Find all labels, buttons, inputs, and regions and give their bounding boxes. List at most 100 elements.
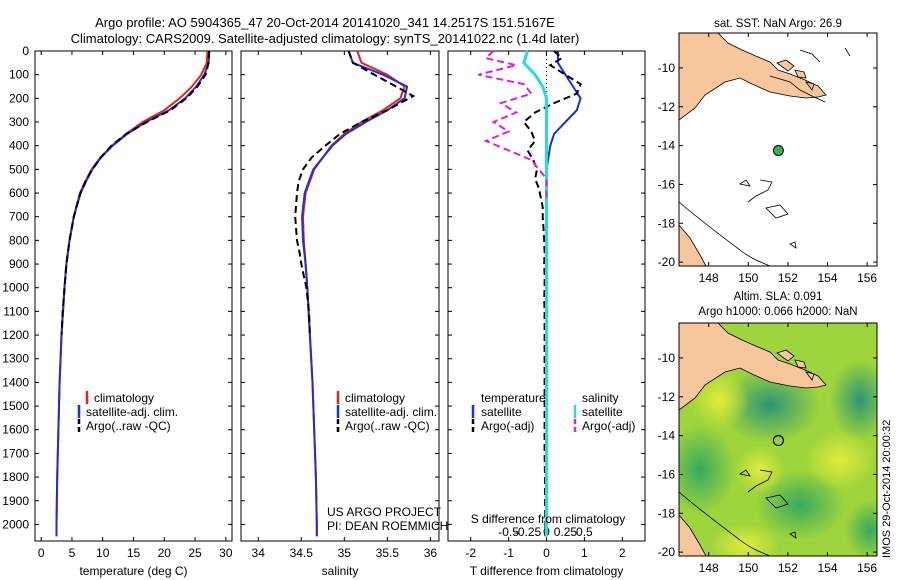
- plot-frame: [240, 50, 440, 542]
- x-tick-label: 10: [96, 546, 110, 560]
- project-label: US ARGO PROJECT: [327, 505, 442, 519]
- y-tick-label: 400: [9, 139, 29, 153]
- x-tick-label: 1: [581, 546, 588, 560]
- y-tick-label: 0: [22, 44, 29, 58]
- title-line-2: Climatology: CARS2009. Satellite-adjuste…: [71, 31, 580, 46]
- sla-map: Altim. SLA: 0.091 Argo h1000: 0.066 h200…: [658, 291, 878, 575]
- difference-legend: temperature satellite Argo(-adj) salinit…: [471, 391, 636, 526]
- legend-label-s-satellite: satellite: [582, 405, 623, 419]
- series-line-s-argo-adj: [478, 50, 548, 198]
- sla-blob: [679, 425, 735, 515]
- map-x-tick-label: 150: [738, 561, 758, 575]
- legend-label-satellite: satellite-adj. clim.: [345, 405, 437, 419]
- map-y-tick-label: -12: [658, 390, 676, 404]
- difference-panel: -2 -1 0 1 2-0.5-0.25 0 0.250.5T difference fro…: [447, 50, 646, 578]
- title-line-1: Argo profile: AO 5904365_47 20-Oct-2014 …: [95, 15, 555, 30]
- map-y-tick-label: -14: [658, 429, 676, 443]
- s-diff-axis-label: S difference from climatology: [471, 512, 626, 526]
- y-tick-label: 1900: [2, 494, 29, 508]
- x-tick-label: 35: [338, 546, 352, 560]
- x-axis-label: salinity: [322, 564, 359, 578]
- s-tick-label: 0.25: [554, 525, 578, 539]
- y-tick-label: 1100: [3, 304, 29, 318]
- sla-map-frame: [678, 322, 878, 557]
- map-y-tick-label: -18: [658, 506, 676, 520]
- map-y-tick-label: -18: [658, 216, 676, 230]
- y-tick-label: 1500: [2, 399, 29, 413]
- x-tick-label: 34: [252, 546, 266, 560]
- sst-map-content: [679, 33, 851, 266]
- y-tick-label: 100: [9, 68, 29, 82]
- y-tick-label: 300: [9, 115, 29, 129]
- temperature-panel: 0100200300400500600700800900100011001200…: [2, 44, 233, 578]
- y-tick-label: 2000: [2, 517, 29, 531]
- x-tick-label: 25: [188, 546, 202, 560]
- sla-map-content: [679, 323, 877, 556]
- x-tick-label: 34.5: [290, 546, 314, 560]
- map-y-tick-label: -10: [658, 61, 676, 75]
- y-tick-label: 1000: [2, 281, 29, 295]
- series-line-satellite-adj-clim: [301, 50, 409, 537]
- y-tick-label: 1400: [2, 375, 29, 389]
- map-x-tick-label: 148: [699, 561, 719, 575]
- map-y-tick-label: -10: [658, 351, 676, 365]
- y-tick-label: 200: [9, 91, 29, 105]
- salinity-legend: climatology satellite-adj. clim. Argo(..…: [327, 391, 448, 533]
- legend-label-t-argo: Argo(-adj): [481, 419, 534, 433]
- legend-label-argo: Argo(..raw -QC): [345, 419, 430, 433]
- x-axis-label: temperature (deg C): [79, 564, 187, 578]
- map-x-tick-label: 156: [857, 271, 877, 285]
- s-tick-label: -0.5: [498, 525, 519, 539]
- y-tick-label: 800: [9, 233, 29, 247]
- s-tick-label: -0.25: [514, 525, 542, 539]
- reef-contour: [679, 491, 771, 556]
- y-tick-label: 600: [9, 186, 29, 200]
- map-x-tick-label: 150: [738, 271, 758, 285]
- x-tick-label: -1: [503, 546, 514, 560]
- map-x-tick-label: 152: [778, 561, 798, 575]
- sst-map: sat. SST: NaN Argo: 26.9 148 150 152 154 156…: [658, 18, 878, 285]
- x-tick-label: 2: [619, 546, 626, 560]
- sla-map-subtitle: Argo h1000: 0.066 h2000: NaN: [698, 306, 857, 318]
- sst-map-frame: [678, 32, 878, 267]
- x-tick-label: 0: [543, 546, 550, 560]
- coastline-details: [738, 47, 851, 249]
- y-tick-label: 1200: [2, 328, 29, 342]
- legend-label-satellite: satellite-adj. clim.: [86, 405, 178, 419]
- sla-blob: [710, 523, 780, 556]
- y-tick-label: 500: [9, 162, 29, 176]
- series-line-s-satellite: [522, 50, 548, 537]
- sla-blob: [830, 360, 877, 440]
- sla-map-title: Altim. SLA: 0.091: [734, 291, 823, 303]
- map-x-tick-label: 154: [817, 271, 837, 285]
- y-tick-label: 900: [9, 257, 29, 271]
- series-line-argo-raw-qc: [60, 50, 211, 336]
- pi-label: PI: DEAN ROEMMICH: [327, 519, 448, 533]
- y-tick-label: 1300: [2, 352, 29, 366]
- map-y-tick-label: -12: [658, 100, 676, 114]
- sla-blob: [805, 430, 875, 490]
- map-x-tick-label: 152: [778, 271, 798, 285]
- legend-label-t-satellite: satellite: [481, 405, 522, 419]
- legend-label-climatology: climatology: [94, 391, 154, 405]
- imos-stamp-text: IMOS 29-Oct-2014 20:00:32: [881, 420, 893, 558]
- legend-title-temperature: temperature: [481, 391, 546, 405]
- x-tick-label: 0: [38, 546, 45, 560]
- legend-label-argo: Argo(..raw -QC): [86, 419, 171, 433]
- x-axis-label: T difference from climatology: [470, 564, 624, 578]
- map-y-tick-label: -20: [658, 545, 676, 559]
- legend-label-s-argo: Argo(-adj): [582, 419, 635, 433]
- x-tick-label: 35.5: [376, 546, 400, 560]
- sst-map-title: sat. SST: NaN Argo: 26.9: [714, 18, 842, 30]
- sla-blob: [845, 500, 877, 556]
- y-tick-label: 1800: [2, 470, 29, 484]
- x-tick-label: 20: [158, 546, 172, 560]
- legend-title-salinity: salinity: [582, 391, 619, 405]
- temperature-legend: climatology satellite-adj. clim. Argo(..…: [77, 391, 178, 433]
- y-tick-label: 1600: [2, 423, 29, 437]
- legend-label-climatology: climatology: [345, 391, 405, 405]
- land-new-guinea: [679, 33, 827, 121]
- land-australia: [679, 224, 707, 266]
- salinity-panel: 34 34.5 35 35.5 36 salinity: [240, 50, 440, 578]
